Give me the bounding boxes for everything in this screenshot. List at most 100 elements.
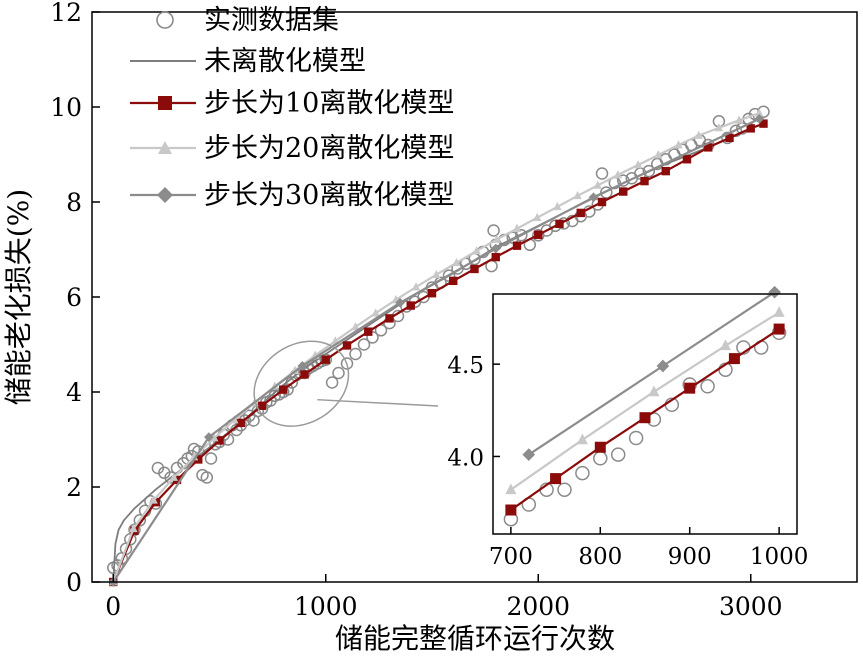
inset-series-marker-2	[505, 483, 517, 495]
main-series-marker-2	[449, 276, 458, 286]
main-series-marker-2	[619, 187, 628, 196]
y-tick-label: 4	[66, 378, 82, 407]
main-series-marker-3	[452, 257, 461, 267]
legend-measured-marker	[156, 11, 174, 29]
main-measured-point	[642, 164, 656, 178]
inset-x-tick-label: 1000	[750, 544, 809, 570]
legend-label-continuous: 未离散化模型	[204, 46, 366, 77]
main-series-marker-2	[725, 133, 734, 143]
main-series-marker-2	[194, 455, 203, 464]
main-series-marker-2	[512, 241, 522, 250]
legend-step20-marker	[158, 141, 172, 154]
inset-frame	[492, 293, 798, 535]
main-measured-point	[366, 331, 379, 344]
x-tick-label: 3000	[719, 592, 783, 621]
main-series-marker-3	[371, 308, 380, 317]
zoom-connector-line	[317, 398, 439, 407]
y-axis-label: 储能老化损失(%)	[2, 189, 35, 405]
main-series-marker-4	[204, 432, 214, 442]
main-series-marker-2	[215, 436, 224, 445]
legend-label-step20: 步长为20离散化模型	[204, 133, 454, 164]
main-series-marker-3	[755, 108, 764, 117]
main-series-marker-2	[597, 197, 607, 207]
main-series-marker-3	[351, 322, 360, 331]
main-series-marker-3	[734, 115, 744, 124]
x-tick-label: 2000	[506, 592, 570, 621]
legend-step10-marker	[158, 96, 172, 110]
inset-measured-point	[700, 379, 715, 394]
inset-x-tick-label: 700	[489, 544, 533, 570]
main-series-marker-2	[576, 208, 585, 218]
main-series-marker-3	[230, 415, 239, 424]
inset-series-marker-3	[656, 359, 670, 373]
inset-series-marker-1	[550, 473, 562, 485]
main-measured-point	[349, 347, 362, 361]
inset-series-marker-2	[719, 339, 731, 351]
inset-measured-point	[610, 447, 626, 462]
main-measured-point	[595, 167, 609, 180]
legend-step30-marker	[157, 187, 173, 203]
y-tick-label: 10	[50, 93, 82, 122]
inset-series-marker-3	[768, 285, 781, 299]
main-series-marker-2	[470, 264, 479, 274]
main-measured-point	[128, 523, 141, 537]
main-series-marker-3	[492, 234, 502, 243]
main-measured-point	[133, 514, 147, 527]
y-tick-label: 0	[66, 568, 82, 597]
main-series-marker-3	[209, 433, 219, 442]
main-series-marker-2	[491, 252, 500, 262]
inset-series-marker-2	[648, 385, 660, 397]
main-series-marker-3	[553, 201, 562, 211]
main-series-marker-2	[746, 124, 755, 133]
main-measured-point	[340, 357, 354, 370]
main-measured-point	[325, 376, 339, 389]
main-plot-data	[107, 105, 770, 587]
main-series-marker-4	[588, 192, 599, 203]
main-series-marker-3	[129, 523, 138, 533]
main-series-marker-3	[532, 212, 542, 222]
main-series-marker-4	[754, 114, 765, 124]
inset-series-marker-1	[728, 353, 740, 365]
main-series-marker-2	[704, 143, 713, 152]
main-series-marker-3	[573, 190, 582, 200]
main-series-marker-2	[759, 119, 768, 128]
inset-series-marker-1	[505, 504, 517, 516]
inset-plot: 700 800 900 1000 4.0 4.5	[447, 285, 809, 570]
main-measured-point	[332, 366, 345, 380]
main-series-marker-3	[714, 123, 724, 132]
main-series-marker-3	[593, 180, 602, 189]
main-series-marker-3	[149, 495, 158, 504]
x-tick-label: 1000	[294, 592, 358, 621]
main-measured-point	[204, 452, 218, 465]
main-series-marker-3	[694, 130, 703, 139]
main-series-marker-3	[654, 150, 663, 159]
y-tick-label: 8	[66, 188, 82, 217]
main-series-marker-2	[300, 370, 309, 379]
inset-plot-data	[503, 285, 787, 527]
main-series-marker-4	[490, 243, 501, 254]
y-tick-label: 6	[66, 283, 82, 312]
main-series-marker-2	[682, 155, 692, 164]
main-series-marker-2	[406, 301, 415, 310]
main-series-marker-2	[279, 385, 288, 394]
main-measured-point	[729, 124, 743, 138]
main-series-marker-3	[674, 140, 683, 149]
y-tick-label: 12	[50, 0, 82, 27]
main-series-marker-3	[633, 160, 643, 169]
main-series-marker-2	[342, 341, 352, 350]
zoom-ellipse	[253, 340, 350, 427]
inset-series-marker-3	[522, 448, 536, 461]
main-series-marker-2	[534, 230, 543, 239]
main-series-marker-3	[472, 246, 481, 255]
y-tick-label: 2	[66, 473, 82, 502]
inset-measured-point	[628, 430, 644, 446]
inset-measured-point	[575, 465, 590, 481]
main-series-marker-3	[411, 282, 421, 291]
x-tick-label: 0	[105, 592, 121, 621]
main-measured-point	[600, 186, 613, 199]
legend-label-measured: 实测数据集	[204, 5, 339, 36]
inset-series-marker-2	[576, 433, 588, 445]
main-series-marker-2	[661, 166, 670, 176]
main-axes-ticks: 0 1000 2000 3000 0 2 4 6 8 10 12	[50, 0, 782, 621]
